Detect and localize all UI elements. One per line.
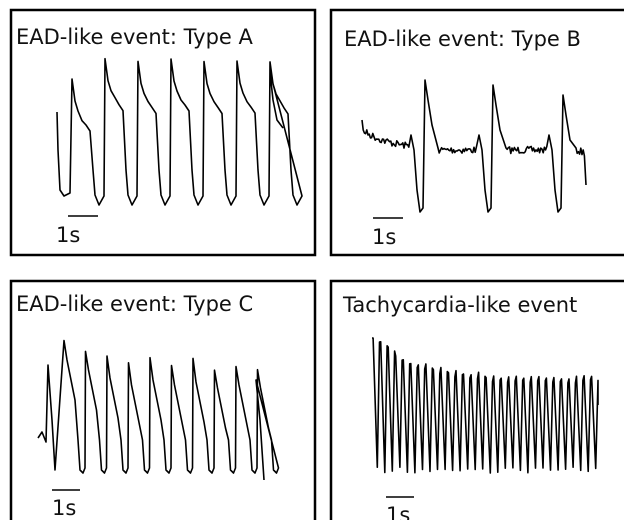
panel-frame <box>329 8 624 257</box>
panel-title: EAD-like event: Type C <box>16 292 253 316</box>
panel-frame <box>9 8 317 257</box>
scale-label: 1s <box>56 223 80 247</box>
scale-label: 1s <box>386 503 410 520</box>
trace <box>56 57 303 206</box>
panel-title: EAD-like event: Type B <box>344 27 581 51</box>
trace <box>361 79 587 213</box>
panel-frame <box>9 279 317 520</box>
panel-frame <box>329 279 624 520</box>
trace <box>37 339 280 481</box>
scale-label: 1s <box>372 225 396 249</box>
scale-label: 1s <box>52 496 76 520</box>
trace <box>372 337 599 474</box>
panel-title: Tachycardia-like event <box>342 293 577 317</box>
panel-title: EAD-like event: Type A <box>16 25 254 49</box>
